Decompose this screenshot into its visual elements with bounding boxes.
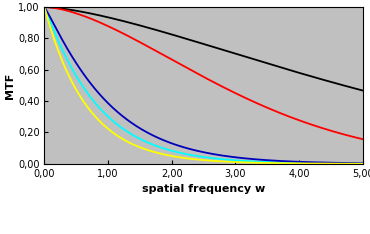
Y-axis label: MTF: MTF bbox=[5, 72, 15, 99]
X-axis label: spatial frequency w: spatial frequency w bbox=[142, 184, 265, 194]
